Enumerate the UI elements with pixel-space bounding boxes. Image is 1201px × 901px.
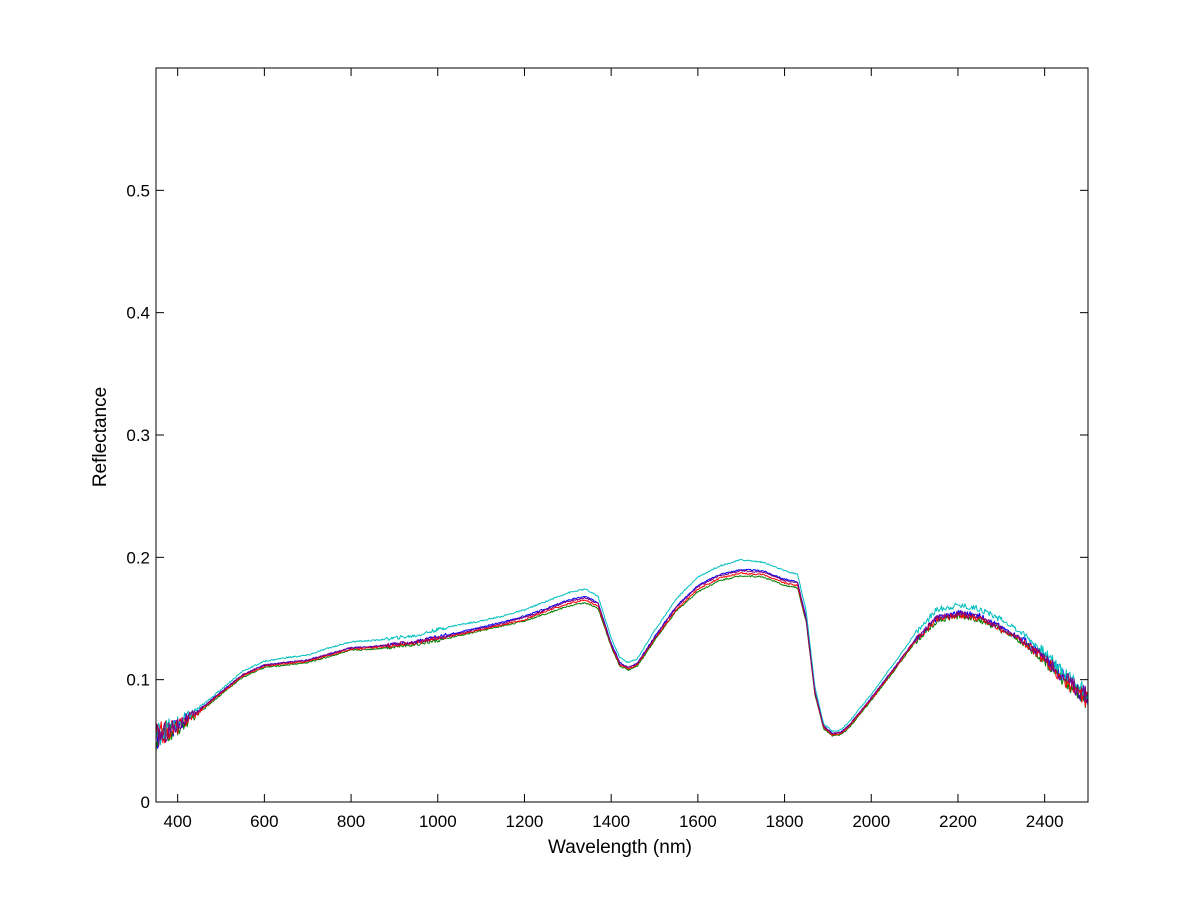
series-line-3 — [155, 572, 1089, 744]
series-line-4 — [155, 558, 1089, 746]
x-tick-label: 2400 — [1026, 812, 1064, 831]
x-tick-label: 2200 — [939, 812, 977, 831]
y-tick-label: 0.4 — [126, 304, 150, 323]
x-tick-label: 1200 — [506, 812, 544, 831]
x-tick-label: 1400 — [592, 812, 630, 831]
series-line-2 — [155, 575, 1089, 752]
y-tick-label: 0.1 — [126, 671, 150, 690]
plot-area-frame — [155, 67, 1089, 803]
x-tick-label: 1600 — [679, 812, 717, 831]
x-tick-label: 800 — [337, 812, 365, 831]
tick-layer: 400 600 800 1000 1200 1400 1600 1800 2000 2200 240… — [126, 68, 1088, 831]
series-layer — [155, 558, 1089, 752]
x-tick-label: 600 — [250, 812, 278, 831]
x-axis-label: Wavelength (nm) — [548, 837, 692, 858]
series-line-5 — [155, 569, 1089, 748]
x-tick-label: 1800 — [766, 812, 804, 831]
x-tick-label: 400 — [163, 812, 191, 831]
y-tick-label: 0 — [141, 793, 150, 812]
y-axis-label: Reflectance — [90, 387, 111, 487]
y-tick-label: 0.3 — [126, 426, 150, 445]
y-tick-label: 0.5 — [126, 181, 150, 200]
y-tick-label: 0.2 — [126, 548, 150, 567]
x-tick-label: 1000 — [419, 812, 457, 831]
x-tick-label: 2000 — [852, 812, 890, 831]
